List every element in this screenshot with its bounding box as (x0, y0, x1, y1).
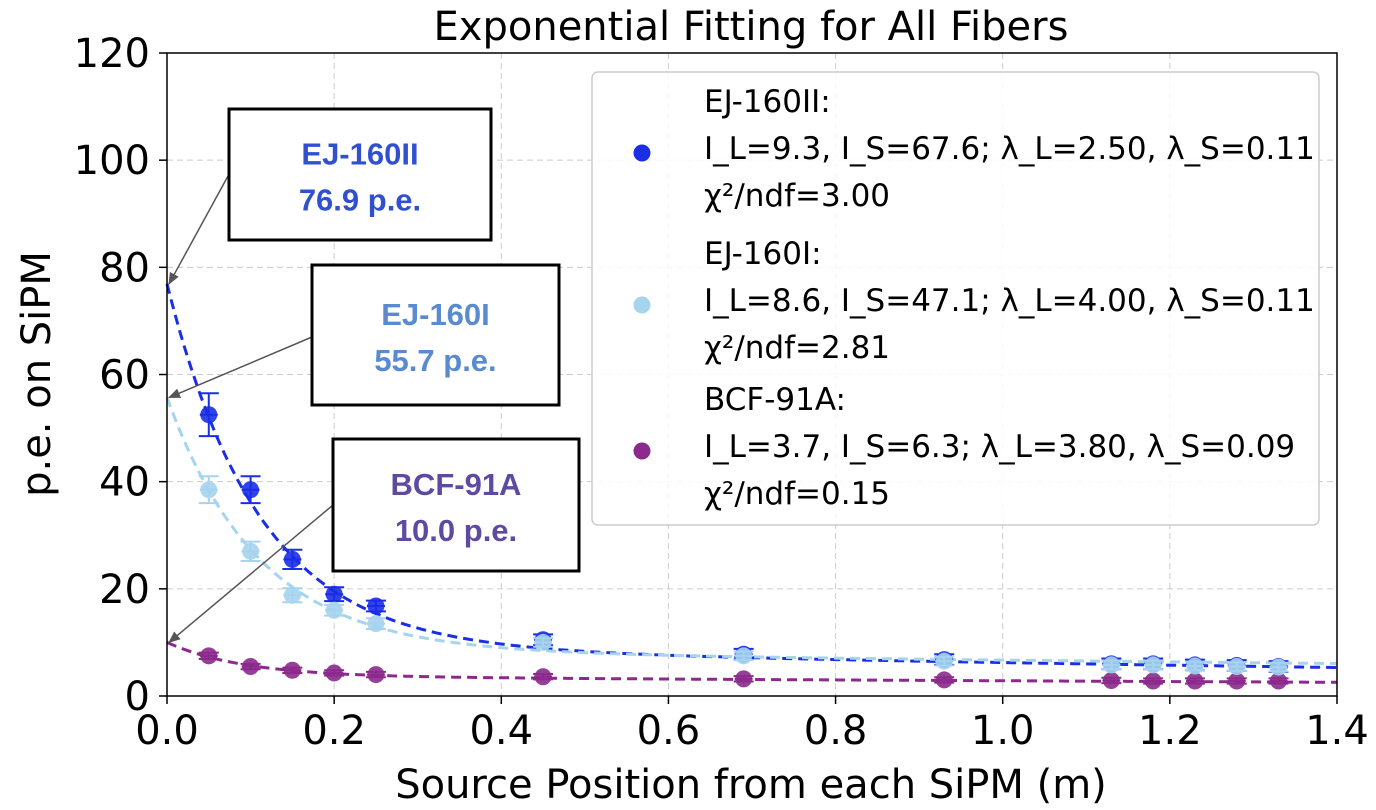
data-point-bcf-91a (1226, 672, 1247, 690)
y-tick-label: 40 (99, 460, 150, 506)
data-point-bcf-91a (198, 647, 219, 665)
data-point-ej-160i (533, 633, 554, 651)
legend-marker (633, 296, 651, 314)
legend-box (591, 71, 1320, 526)
data-point-bcf-91a (282, 661, 303, 679)
x-axis-label: Source Position from each SiPM (m) (395, 762, 1107, 808)
x-tick-label: 0.4 (469, 708, 533, 754)
legend-text: χ²/ndf=0.15 (704, 476, 890, 512)
y-tick-label: 0 (125, 674, 150, 720)
data-point-ej-160i (198, 475, 219, 505)
callout-box (227, 107, 493, 242)
legend-entry-ej-160ii: EJ-160II: I_L=9.3, I_S=67.6; λ_L=2.50, λ_… (633, 84, 1315, 214)
legend-text: I_L=9.3, I_S=67.6; λ_L=2.50, λ_S=0.11 (704, 131, 1315, 167)
data-point-ej-160ii (365, 597, 386, 615)
y-axis-label: p.e. on SiPM (14, 251, 60, 497)
data-point-ej-160ii (282, 548, 303, 571)
callout-name: EJ-160II (301, 137, 418, 172)
x-axis-ticks: 0.0 0.2 0.4 0.6 0.8 1.0 1.2 1.4 (135, 696, 1369, 754)
callout-name: BCF-91A (391, 467, 522, 502)
data-point-bcf-91a (1268, 672, 1289, 690)
x-tick-label: 0.2 (302, 708, 366, 754)
y-tick-label: 60 (99, 353, 150, 399)
callout-arrow (168, 175, 229, 285)
data-point-bcf-91a (1184, 672, 1205, 690)
y-tick-label: 100 (74, 138, 150, 184)
legend-text: EJ-160II: (704, 84, 831, 120)
data-point-ej-160i (1268, 658, 1289, 676)
legend-text: I_L=3.7, I_S=6.3; λ_L=3.80, λ_S=0.09 (704, 429, 1295, 465)
legend-text: I_L=8.6, I_S=47.1; λ_L=4.00, λ_S=0.11 (704, 283, 1315, 319)
callout-box (331, 437, 581, 573)
legend-text: χ²/ndf=3.00 (704, 178, 890, 214)
fit-curve-bcf-91a (166, 641, 1337, 684)
data-point-ej-160i (934, 652, 955, 670)
callout-name: EJ-160I (381, 297, 490, 332)
data-point-ej-160ii (198, 392, 219, 438)
data-point-ej-160i (1184, 657, 1205, 675)
legend-text: χ²/ndf=2.81 (704, 330, 890, 366)
data-point-bcf-91a (324, 664, 345, 682)
data-point-ej-160i (1143, 656, 1164, 674)
callout-ej-160ii: EJ-160II 76.9 p.e. (168, 107, 493, 285)
data-point-ej-160ii (240, 475, 261, 505)
callout-value: 76.9 p.e. (299, 183, 421, 218)
data-point-bcf-91a (934, 671, 955, 689)
callout-value: 55.7 p.e. (374, 343, 496, 378)
data-point-bcf-91a (365, 666, 386, 684)
x-tick-label: 0.8 (804, 708, 868, 754)
data-point-bcf-91a (733, 670, 754, 688)
x-tick-label: 1.4 (1305, 708, 1369, 754)
data-point-ej-160i (240, 540, 261, 562)
legend-entry-bcf-91a: BCF-91A: I_L=3.7, I_S=6.3; λ_L=3.80, λ_S=… (633, 382, 1295, 512)
y-tick-label: 20 (99, 567, 150, 613)
data-point-ej-160i (1226, 658, 1247, 676)
data-point-ej-160i (733, 647, 754, 665)
callout-value: 10.0 p.e. (395, 513, 517, 548)
legend: EJ-160II: I_L=9.3, I_S=67.6; λ_L=2.50, λ_… (591, 71, 1320, 526)
data-point-bcf-91a (1143, 672, 1164, 690)
legend-marker (633, 144, 651, 162)
data-point-ej-160i (365, 615, 386, 633)
callout-arrow (168, 504, 334, 644)
data-points (198, 392, 1289, 690)
chart-title: Exponential Fitting for All Fibers (434, 4, 1069, 50)
legend-entry-ej-160i: EJ-160I: I_L=8.6, I_S=47.1; λ_L=4.00, λ_S… (633, 236, 1315, 366)
x-tick-label: 1.2 (1138, 708, 1202, 754)
y-axis-ticks: 0 20 40 60 80 100 120 (74, 31, 167, 720)
callout-ej-160i: EJ-160I 55.7 p.e. (168, 263, 561, 407)
data-point-ej-160i (282, 586, 303, 604)
fit-curve-ej-160i (165, 396, 1337, 665)
data-point-bcf-91a (533, 668, 554, 686)
legend-marker (633, 442, 651, 460)
data-point-bcf-91a (1101, 671, 1122, 689)
x-tick-label: 0.0 (135, 708, 199, 754)
data-point-bcf-91a (240, 658, 261, 676)
callouts: EJ-160II 76.9 p.e. EJ-160I 55.7 p.e. BCF-91A… (168, 107, 581, 644)
callout-box (310, 263, 561, 407)
x-tick-label: 1.0 (971, 708, 1035, 754)
fit-curves (165, 283, 1337, 684)
data-point-ej-160ii (324, 585, 345, 603)
y-tick-label: 120 (74, 31, 150, 77)
y-tick-label: 80 (99, 245, 150, 291)
legend-text: BCF-91A: (704, 382, 846, 418)
callout-bcf-91a: BCF-91A 10.0 p.e. (168, 437, 581, 644)
x-tick-label: 0.6 (637, 708, 701, 754)
callout-arrow (168, 336, 313, 399)
legend-text: EJ-160I: (704, 236, 822, 272)
data-point-ej-160i (1101, 656, 1122, 674)
fit-curve-ej-160ii (165, 283, 1337, 669)
data-point-ej-160i (324, 601, 345, 619)
